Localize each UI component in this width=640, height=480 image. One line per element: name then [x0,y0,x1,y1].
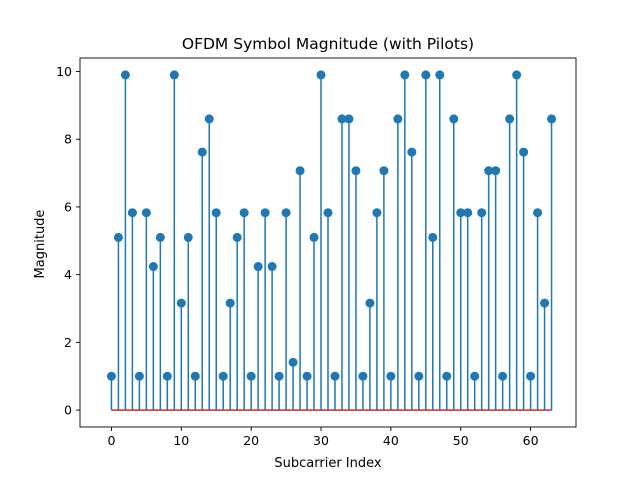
stem-marker [533,208,543,218]
stem-marker [120,70,130,80]
stem-marker [239,208,249,218]
stem-marker [148,262,158,272]
x-tick-label: 20 [243,433,259,448]
stem-marker [309,232,319,242]
stem-marker [386,371,396,381]
y-tick-label: 4 [64,267,72,282]
stem-marker [323,208,333,218]
y-tick-label: 2 [64,335,72,350]
x-tick-label: 0 [107,433,115,448]
stem-marker [421,70,431,80]
stem-marker [316,70,326,80]
stem-marker [393,114,403,124]
stem-marker [540,298,550,308]
stem-marker [526,371,536,381]
stem-marker [134,371,144,381]
stem-marker [295,166,305,176]
plot-area: 0 10 20 30 40 50 60 0 2 4 6 8 10 [56,57,577,448]
stem-marker [176,298,186,308]
stem-marker [351,166,361,176]
stem-marker [547,114,557,124]
stem-marker [246,371,256,381]
x-tick-label: 50 [453,433,469,448]
stem-marker [470,371,480,381]
stem-marker [505,114,515,124]
stem-marker [155,232,165,242]
stem-marker [183,232,193,242]
stem-marker [106,371,116,381]
stem-marker [225,298,235,308]
chart-title: OFDM Symbol Magnitude (with Pilots) [182,35,474,53]
stem-marker [519,147,529,157]
stem-marker [477,208,487,218]
stem-marker [463,208,473,218]
stem-marker [484,166,494,176]
stem-marker [218,371,228,381]
stem-marker [190,371,200,381]
stem-marker [330,371,340,381]
y-tick-label: 8 [64,132,72,147]
stem-marker [113,232,123,242]
stem-marker [253,262,263,272]
stem-marker [162,371,172,381]
stem-marker [260,208,270,218]
stem-marker [365,298,375,308]
stem-marker [449,114,459,124]
stem-marker [127,208,137,218]
stem-marker [281,208,291,218]
stem-marker [337,114,347,124]
x-axis-label: Subcarrier Index [274,456,381,471]
stem-marker [442,371,452,381]
y-tick-label: 10 [56,64,72,79]
stem-marker [302,371,312,381]
x-tick-label: 40 [383,433,399,448]
y-axis-label: Magnitude [33,210,48,279]
stem-marker [204,114,214,124]
stem-marker [288,357,298,367]
stem-marker [498,371,508,381]
y-tick-label: 6 [64,199,72,214]
axes-frame [79,57,577,428]
stem-marker [491,166,501,176]
x-tick-label: 30 [313,433,329,448]
stem-marker [141,208,151,218]
stem-marker [211,208,221,218]
stem-marker [358,371,368,381]
stem-marker [197,147,207,157]
stem-marker [414,371,424,381]
x-tick-label: 10 [173,433,189,448]
stem-marker [428,232,438,242]
stem-marker [344,114,354,124]
stem-marker [232,232,242,242]
y-tick-label: 0 [64,403,72,418]
stem-marker [274,371,284,381]
stem-marker [407,147,417,157]
stem-marker [372,208,382,218]
stem-marker [169,70,179,80]
stem-marker [400,70,410,80]
x-tick-label: 60 [523,433,539,448]
stem-marker [379,166,389,176]
stem-marker [456,208,466,218]
stem-marker [267,262,277,272]
stem-marker [512,70,522,80]
stem-marker [435,70,445,80]
